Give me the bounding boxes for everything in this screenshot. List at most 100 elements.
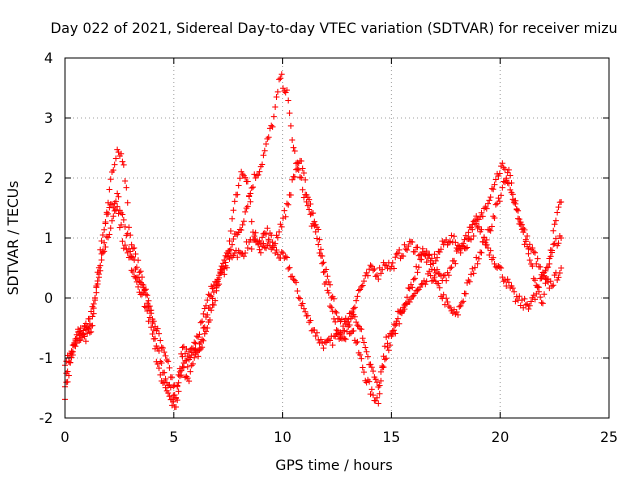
data-point [244, 244, 251, 251]
data-point [334, 330, 341, 337]
data-point [509, 285, 516, 292]
data-point [152, 345, 159, 352]
data-point [409, 284, 416, 291]
data-point [248, 218, 255, 225]
data-point [298, 174, 305, 181]
data-point [269, 123, 276, 130]
data-point [239, 250, 246, 257]
data-point [406, 285, 413, 292]
data-point [247, 198, 254, 205]
data-point [372, 273, 379, 280]
data-point [203, 328, 210, 335]
data-point [272, 240, 279, 247]
data-point [417, 284, 424, 291]
data-point [376, 390, 383, 397]
data-point [293, 166, 300, 173]
data-point [422, 252, 429, 259]
data-point [357, 351, 364, 358]
data-point [109, 201, 116, 208]
data-point [256, 168, 263, 175]
data-point [550, 227, 557, 234]
data-point [259, 234, 266, 241]
data-point [246, 193, 253, 200]
data-point [88, 328, 95, 335]
data-point [90, 310, 97, 317]
data-point [525, 250, 532, 257]
data-point [359, 282, 366, 289]
data-point [505, 180, 512, 187]
data-point [280, 215, 287, 222]
data-point [213, 287, 220, 294]
data-point [504, 179, 511, 186]
data-point [505, 166, 512, 173]
data-point [555, 204, 562, 211]
data-point [333, 327, 340, 334]
data-point [444, 269, 451, 276]
data-point [302, 308, 309, 315]
data-point [240, 218, 247, 225]
data-point [353, 339, 360, 346]
data-point [127, 248, 134, 255]
data-point [118, 150, 125, 157]
data-point [543, 264, 550, 271]
data-point [317, 246, 324, 253]
data-point [184, 353, 191, 360]
data-point [346, 321, 353, 328]
data-point [94, 278, 101, 285]
data-point [139, 274, 146, 281]
data-point [345, 318, 352, 325]
data-point [424, 255, 431, 262]
data-point [304, 202, 311, 209]
data-point [157, 337, 164, 344]
data-point [312, 333, 319, 340]
data-point [550, 241, 557, 248]
data-point [499, 184, 506, 191]
data-point [231, 198, 238, 205]
data-point [512, 200, 519, 207]
data-point [182, 374, 189, 381]
data-point [448, 264, 455, 271]
data-point [114, 190, 121, 197]
data-point [478, 209, 485, 216]
data-point [210, 289, 217, 296]
data-point [176, 373, 183, 380]
data-point [242, 250, 249, 257]
data-point [291, 148, 298, 155]
data-point [338, 331, 345, 338]
data-point [272, 249, 279, 256]
data-point [263, 245, 270, 252]
data-point [140, 289, 147, 296]
data-point [375, 276, 382, 283]
data-point [277, 75, 284, 82]
data-point [460, 240, 467, 247]
data-point [235, 182, 242, 189]
data-point [558, 265, 565, 271]
data-point [89, 313, 96, 320]
data-point [200, 310, 207, 317]
data-point [445, 303, 452, 310]
data-point [353, 319, 360, 326]
data-point [496, 170, 503, 177]
data-point [165, 390, 172, 397]
chart-title: Day 022 of 2021, Sidereal Day-to-day VTE… [51, 21, 618, 37]
data-point [111, 207, 118, 214]
data-point [310, 210, 317, 217]
data-point [269, 239, 276, 246]
data-point [297, 174, 304, 181]
data-point [222, 262, 229, 269]
data-point [440, 291, 447, 298]
data-point [363, 269, 370, 276]
data-point [136, 278, 143, 285]
data-point [212, 282, 219, 289]
y-tick-label: 4 [44, 51, 53, 67]
y-axis-ticks: -2 -1 0 1 2 3 4 [39, 51, 609, 427]
data-point [545, 264, 552, 271]
data-point [436, 284, 443, 291]
data-point [179, 353, 186, 360]
data-point [485, 245, 492, 252]
data-point [391, 265, 398, 272]
data-point [263, 141, 270, 148]
data-point [256, 246, 263, 253]
data-point [187, 346, 194, 353]
data-point [65, 358, 72, 365]
